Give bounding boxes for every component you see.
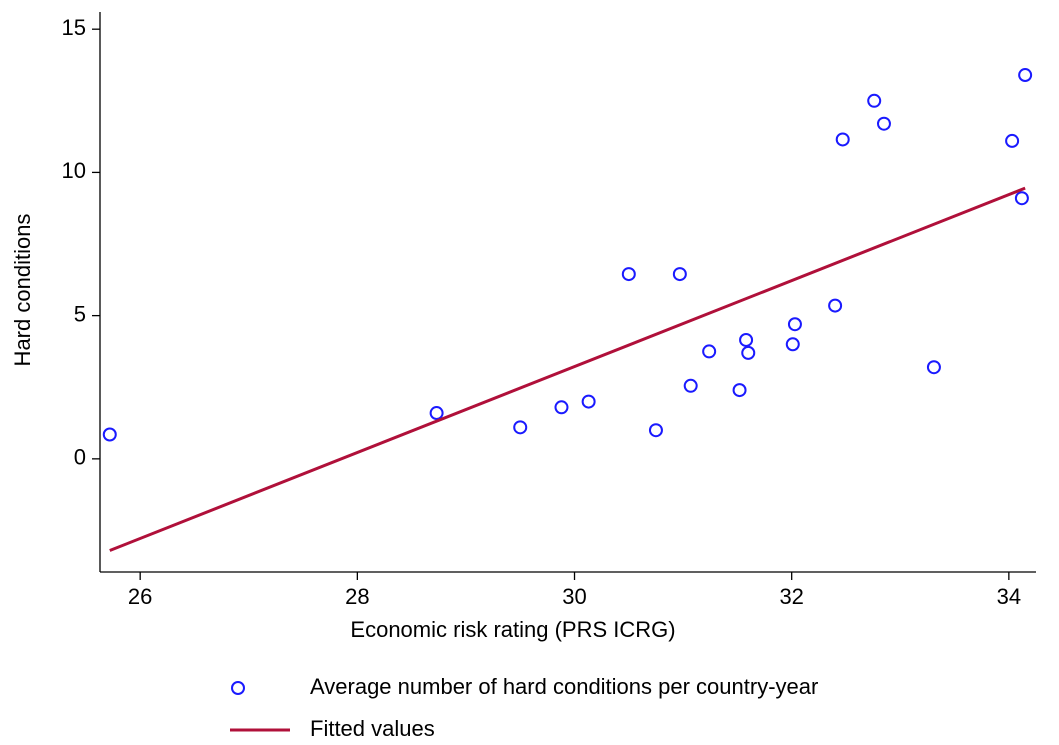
- fitted-line: [109, 186, 1026, 552]
- scatter-point: [741, 345, 756, 360]
- x-tick-label: 34: [997, 584, 1021, 609]
- scatter-point: [732, 383, 747, 398]
- y-axis-label: Hard conditions: [10, 214, 35, 367]
- legend-swatch: [231, 681, 245, 695]
- scatter-point: [1014, 191, 1029, 206]
- y-tick-label: 0: [74, 445, 86, 470]
- scatter-point: [876, 116, 891, 131]
- legend-label: Fitted values: [310, 716, 435, 741]
- scatter-point: [1018, 68, 1033, 83]
- scatter-point: [429, 406, 444, 421]
- scatter-point: [1005, 133, 1020, 148]
- scatter-point: [513, 420, 528, 435]
- x-axis-label: Economic risk rating (PRS ICRG): [350, 617, 675, 642]
- scatter-point: [787, 317, 802, 332]
- scatter-point: [102, 427, 117, 442]
- y-tick-label: 10: [62, 158, 86, 183]
- x-tick-label: 30: [562, 584, 586, 609]
- scatter-point: [835, 132, 850, 147]
- scatter-point: [926, 360, 941, 375]
- x-tick-label: 28: [345, 584, 369, 609]
- x-tick-label: 26: [128, 584, 152, 609]
- scatter-point: [648, 423, 663, 438]
- scatter-point: [828, 298, 843, 313]
- scatter-point: [785, 337, 800, 352]
- y-tick-label: 15: [62, 15, 86, 40]
- y-tick-label: 5: [74, 301, 86, 326]
- x-tick-label: 32: [779, 584, 803, 609]
- scatter-point: [672, 267, 687, 282]
- scatter-point: [683, 378, 698, 393]
- scatter-point: [581, 394, 596, 409]
- scatter-point: [702, 344, 717, 359]
- scatter-point: [739, 332, 754, 347]
- scatter-point: [867, 93, 882, 108]
- scatter-point: [621, 267, 636, 282]
- legend-label: Average number of hard conditions per co…: [310, 674, 818, 699]
- scatter-point: [554, 400, 569, 415]
